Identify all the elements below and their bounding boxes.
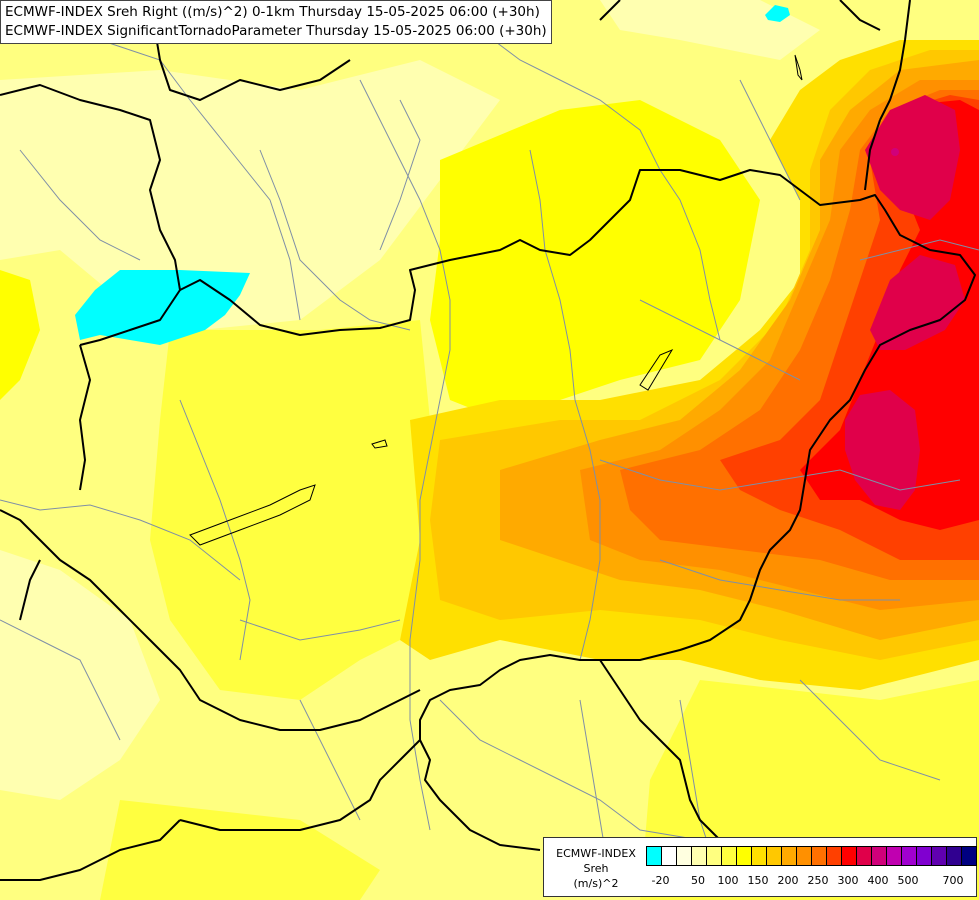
legend-swatches: [646, 846, 977, 866]
legend-label: ECMWF-INDEX Sreh (m/s)^2: [548, 846, 644, 891]
field-zone-cyan: [75, 270, 250, 345]
field-zone-cyan-small: [765, 5, 790, 22]
legend-tick-label: 300: [837, 874, 859, 887]
legend-label-line-3: (m/s)^2: [573, 877, 619, 890]
legend-tick-label: 400: [867, 874, 889, 887]
field-zone-magenta: [891, 148, 899, 156]
legend-swatch: [946, 846, 962, 866]
legend-tick-label: -20: [651, 874, 670, 887]
legend-swatch: [901, 846, 917, 866]
legend-label-line-2: Sreh: [583, 862, 609, 875]
legend-tick-label: 500: [897, 874, 919, 887]
legend-swatch: [856, 846, 872, 866]
legend-label-line-1: ECMWF-INDEX: [556, 847, 636, 860]
title-line-2: ECMWF-INDEX SignificantTornadoParameter …: [5, 23, 547, 39]
map-title-box: ECMWF-INDEX Sreh Right ((m/s)^2) 0-1km T…: [0, 0, 552, 44]
legend-tick-label: 700: [942, 874, 964, 887]
legend-ticks: -20 50 100 150 200 250 300 400 500 700: [646, 874, 976, 888]
field-zone-yellow2: [0, 100, 760, 420]
legend-tick-label: 50: [691, 874, 705, 887]
legend-swatch: [826, 846, 842, 866]
color-legend: ECMWF-INDEX Sreh (m/s)^2 -20 50 100 150 200 2…: [543, 837, 977, 897]
legend-tick-label: 150: [747, 874, 769, 887]
legend-swatch: [721, 846, 737, 866]
legend-swatch: [781, 846, 797, 866]
legend-swatch: [676, 846, 692, 866]
legend-tick-label: 100: [717, 874, 739, 887]
field-zone-pale: [0, 0, 820, 800]
lakes: [189, 54, 803, 546]
legend-swatch: [691, 846, 707, 866]
legend-swatch: [811, 846, 827, 866]
legend-swatch: [766, 846, 782, 866]
legend-swatch: [796, 846, 812, 866]
legend-swatch: [736, 846, 752, 866]
legend-swatch: [706, 846, 722, 866]
legend-swatch: [961, 846, 977, 866]
field-zone-crimson: [845, 95, 965, 510]
legend-swatch: [916, 846, 932, 866]
legend-tick-label: 250: [807, 874, 829, 887]
legend-swatch: [646, 846, 662, 866]
title-line-1: ECMWF-INDEX Sreh Right ((m/s)^2) 0-1km T…: [5, 4, 540, 20]
legend-swatch: [886, 846, 902, 866]
legend-swatch: [841, 846, 857, 866]
legend-swatch: [931, 846, 947, 866]
legend-swatch: [661, 846, 677, 866]
legend-swatch: [751, 846, 767, 866]
legend-swatch: [871, 846, 887, 866]
legend-tick-label: 200: [777, 874, 799, 887]
